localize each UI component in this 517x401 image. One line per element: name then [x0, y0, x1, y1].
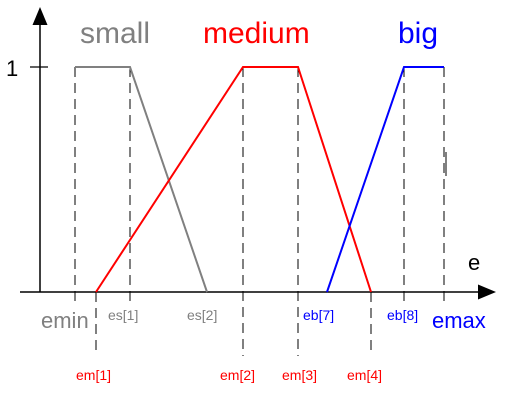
small-title: small	[80, 17, 150, 50]
eb8-label: eb[8]	[387, 307, 418, 323]
guide-lines-lower	[95, 292, 372, 356]
small-curve	[75, 66, 208, 293]
em2-label: em[2]	[220, 367, 255, 383]
x-axis-label: e	[468, 250, 480, 275]
big-curve	[326, 66, 444, 293]
emin-label: emin	[41, 308, 89, 333]
y-one-label: 1	[6, 56, 18, 81]
medium-curve	[95, 66, 372, 293]
emax-label: emax	[432, 308, 486, 333]
medium-title: medium	[203, 17, 310, 50]
guide-lines	[74, 67, 445, 356]
em1-label: em[1]	[76, 367, 111, 383]
es2-label: es[2]	[187, 307, 217, 323]
em4-label: em[4]	[347, 367, 382, 383]
eb7-label: eb[7]	[303, 307, 334, 323]
es1-label: es[1]	[108, 307, 138, 323]
em3-label: em[3]	[282, 367, 317, 383]
big-title: big	[398, 17, 438, 50]
